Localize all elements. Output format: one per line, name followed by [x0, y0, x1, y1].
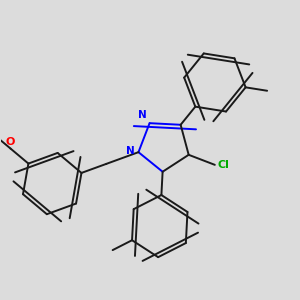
Text: Cl: Cl — [218, 160, 230, 170]
Text: O: O — [6, 137, 15, 147]
Text: N: N — [126, 146, 135, 156]
Text: N: N — [138, 110, 147, 120]
